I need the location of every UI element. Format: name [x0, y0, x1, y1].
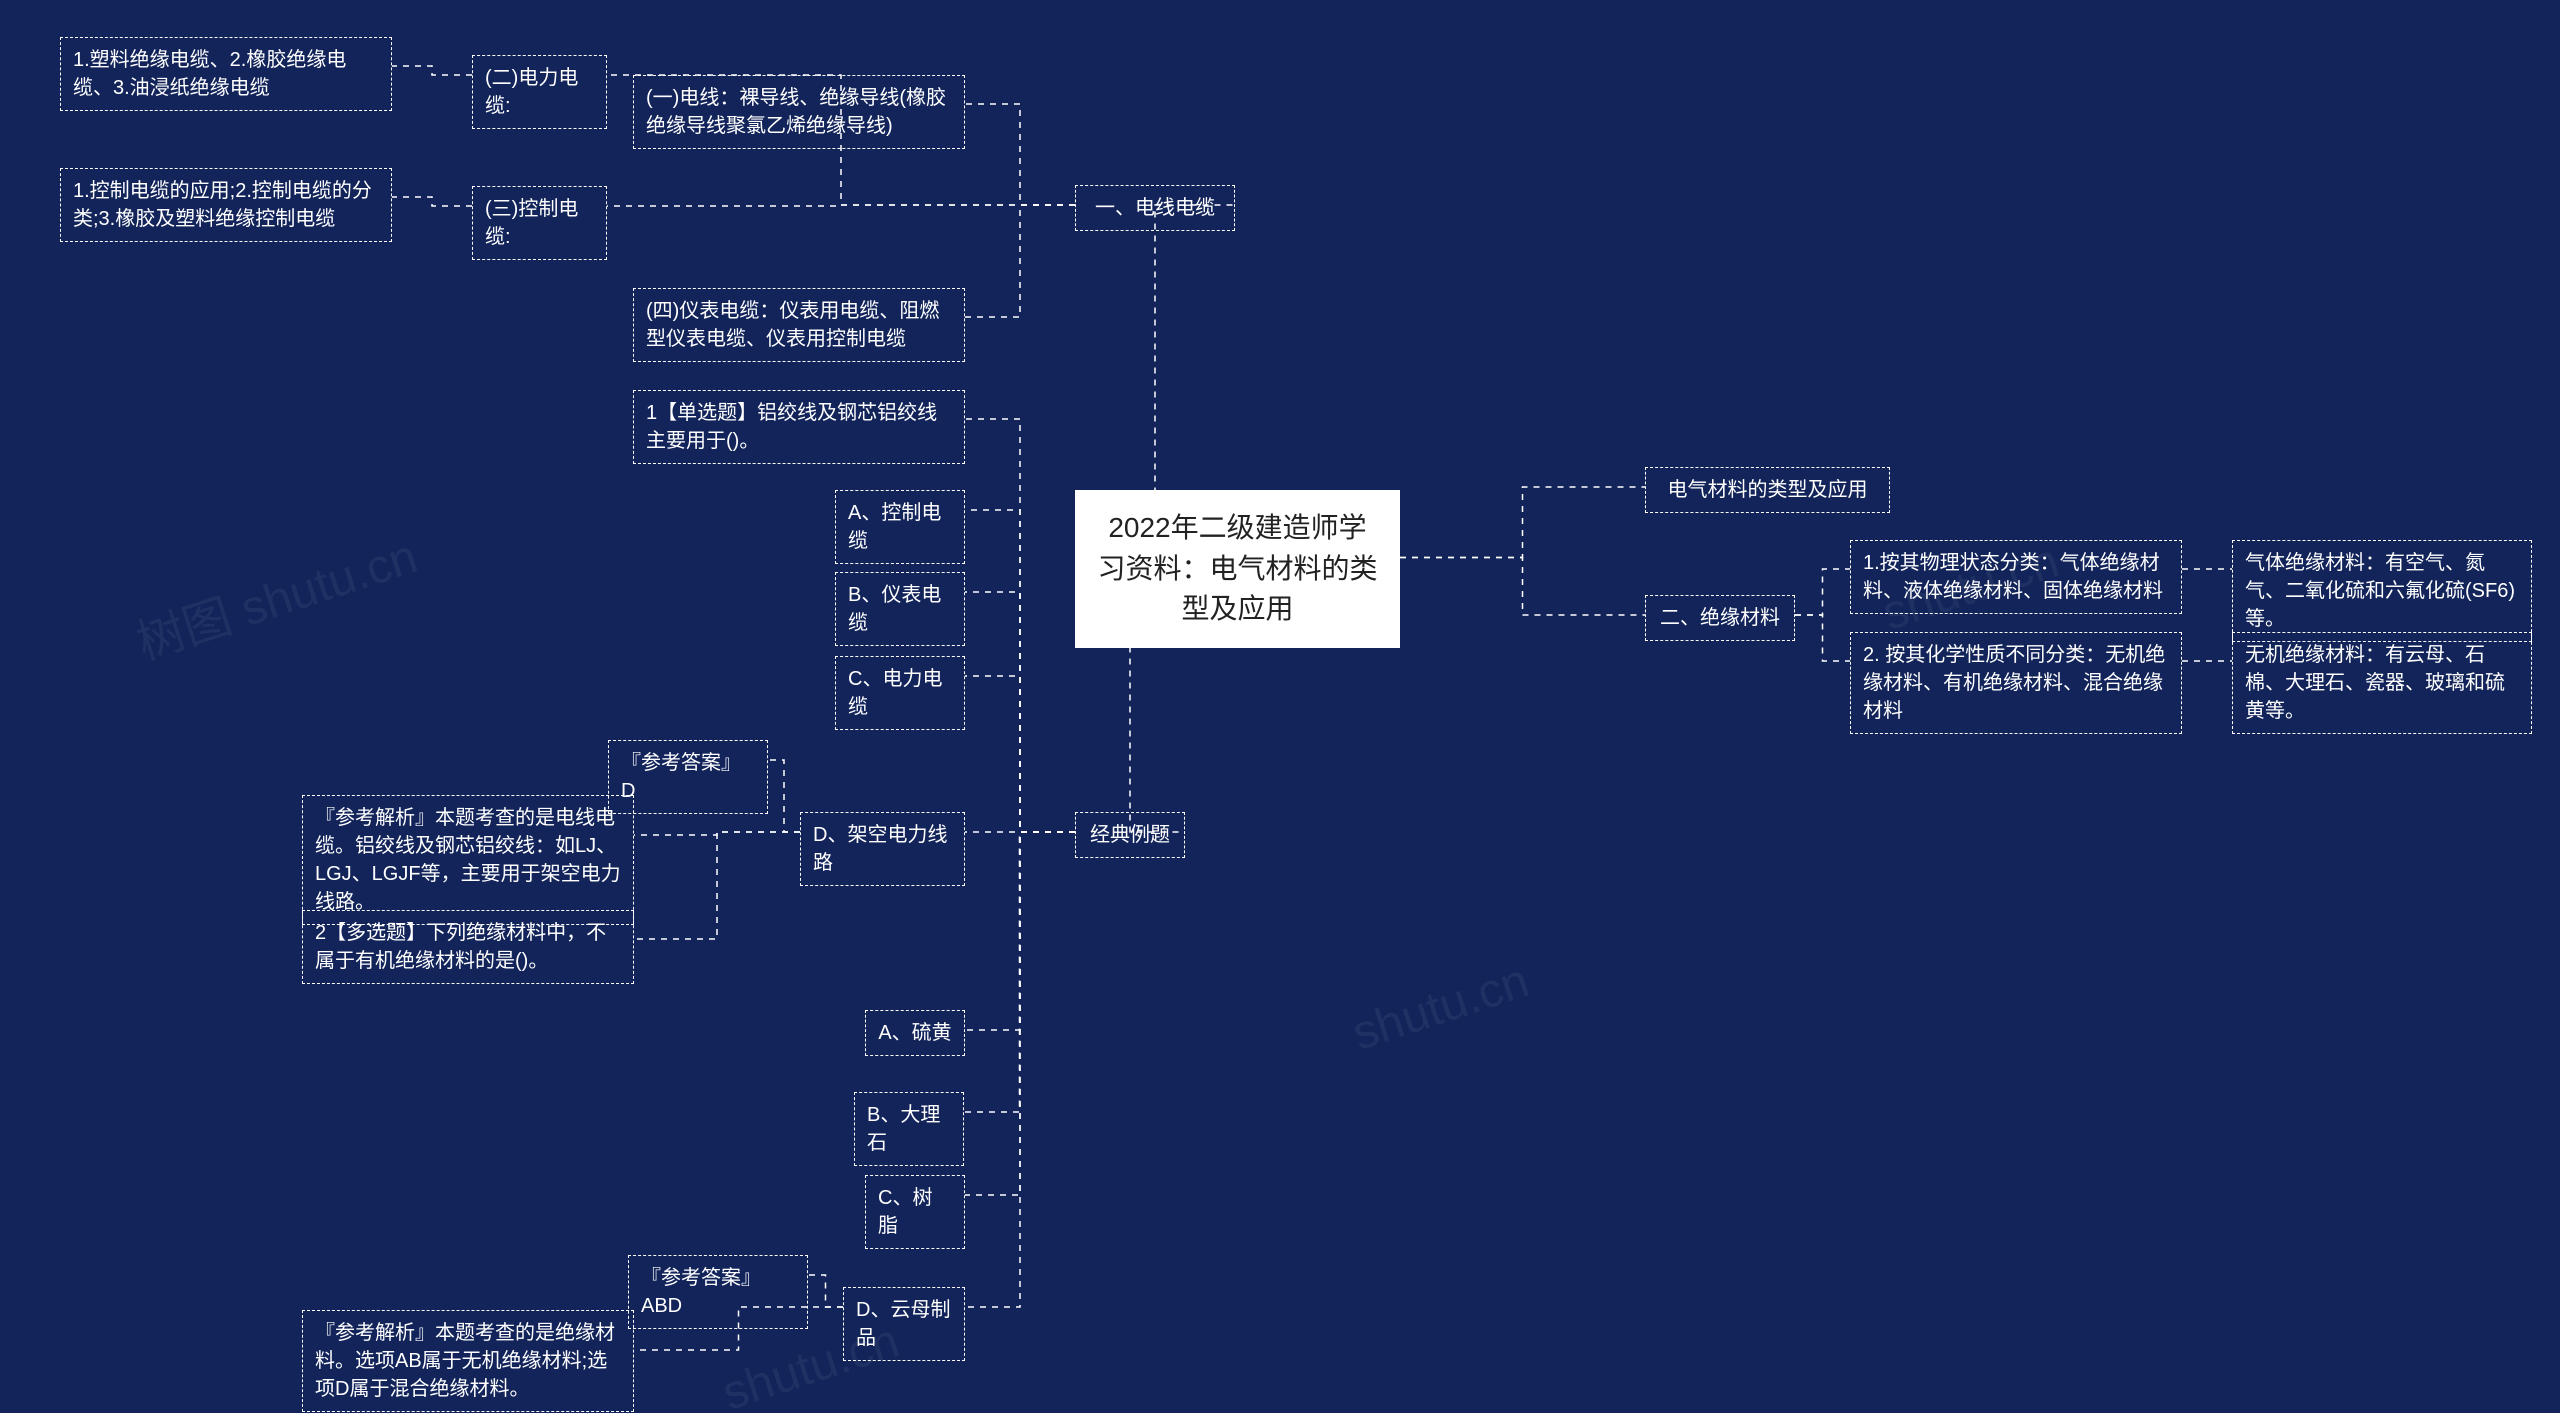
node-label: 1.控制电缆的应用;2.控制电缆的分类;3.橡胶及塑料绝缘控制电缆: [73, 177, 379, 233]
node-label: 电气材料的类型及应用: [1668, 476, 1868, 504]
edge: [1795, 615, 1850, 661]
node-a2a[interactable]: A、硫黄: [865, 1010, 965, 1056]
node-l1b1[interactable]: 1.塑料绝缘电缆、2.橡胶绝缘电缆、3.油浸纸绝缘电缆: [60, 37, 392, 111]
node-r2b1[interactable]: 无机绝缘材料：有云母、石棉、大理石、瓷器、玻璃和硫黄等。: [2232, 632, 2532, 734]
node-label: C、电力电缆: [848, 665, 952, 721]
node-label: (三)控制电缆:: [485, 195, 594, 251]
node-q1[interactable]: 1【单选题】铝绞线及钢芯铝绞线主要用于()。: [633, 390, 965, 464]
node-label: 无机绝缘材料：有云母、石棉、大理石、瓷器、玻璃和硫黄等。: [2245, 641, 2519, 725]
node-label: 2022年二级建造师学习资料：电气材料的类型及应用: [1097, 508, 1378, 630]
edge: [1400, 558, 1645, 616]
node-a2b[interactable]: B、大理石: [854, 1092, 964, 1166]
node-a2c[interactable]: C、树脂: [865, 1175, 965, 1249]
node-label: D、架空电力线路: [813, 821, 952, 877]
node-label: 1.塑料绝缘电缆、2.橡胶绝缘电缆、3.油浸纸绝缘电缆: [73, 46, 379, 102]
edge: [965, 832, 1075, 1030]
edge: [607, 205, 1075, 206]
node-label: 气体绝缘材料：有空气、氮气、二氧化硫和六氟化硫(SF6)等。: [2245, 549, 2519, 633]
node-label: A、硫黄: [878, 1019, 951, 1047]
node-r2a1[interactable]: 气体绝缘材料：有空气、氮气、二氧化硫和六氟化硫(SF6)等。: [2232, 540, 2532, 642]
node-label: B、仪表电缆: [848, 581, 952, 637]
node-label: 『参考解析』本题考查的是绝缘材料。选项AB属于无机绝缘材料;选项D属于混合绝缘材…: [315, 1319, 621, 1403]
edge: [965, 832, 1075, 1195]
edge: [634, 832, 800, 939]
node-label: 一、电线电缆: [1095, 194, 1215, 222]
node-l1[interactable]: 一、电线电缆: [1075, 185, 1235, 231]
node-l1d[interactable]: (四)仪表电缆：仪表用电缆、阻燃型仪表电缆、仪表用控制电缆: [633, 288, 965, 362]
node-r2b[interactable]: 2. 按其化学性质不同分类：无机绝缘材料、有机绝缘材料、混合绝缘材料: [1850, 632, 2182, 734]
node-label: (二)电力电缆:: [485, 64, 594, 120]
node-root[interactable]: 2022年二级建造师学习资料：电气材料的类型及应用: [1075, 490, 1400, 648]
mindmap-canvas: 树图 shutu.cnshutu.cnshutu.cnshutu.cn2022年…: [0, 0, 2560, 1413]
node-label: 2【多选题】下列绝缘材料中，不属于有机绝缘材料的是()。: [315, 919, 621, 975]
node-a2exp[interactable]: 『参考解析』本题考查的是绝缘材料。选项AB属于无机绝缘材料;选项D属于混合绝缘材…: [302, 1310, 634, 1412]
edge: [1400, 487, 1645, 558]
node-label: 经典例题: [1090, 821, 1170, 849]
node-a2d[interactable]: D、云母制品: [843, 1287, 965, 1361]
node-a1d[interactable]: D、架空电力线路: [800, 812, 965, 886]
node-label: A、控制电缆: [848, 499, 952, 555]
node-r1[interactable]: 电气材料的类型及应用: [1645, 467, 1890, 513]
node-l1c1[interactable]: 1.控制电缆的应用;2.控制电缆的分类;3.橡胶及塑料绝缘控制电缆: [60, 168, 392, 242]
node-l1b[interactable]: (二)电力电缆:: [472, 55, 607, 129]
node-a2ans[interactable]: 『参考答案』ABD: [628, 1255, 808, 1329]
node-label: C、树脂: [878, 1184, 952, 1240]
edge: [965, 104, 1075, 205]
node-label: (四)仪表电缆：仪表用电缆、阻燃型仪表电缆、仪表用控制电缆: [646, 297, 952, 353]
node-label: 2. 按其化学性质不同分类：无机绝缘材料、有机绝缘材料、混合绝缘材料: [1863, 641, 2169, 725]
node-label: 二、绝缘材料: [1660, 604, 1780, 632]
node-label: (一)电线：裸导线、绝缘导线(橡胶绝缘导线聚氯乙烯绝缘导线): [646, 84, 952, 140]
edge: [1795, 569, 1850, 615]
node-r2a[interactable]: 1.按其物理状态分类：气体绝缘材料、液体绝缘材料、固体绝缘材料: [1850, 540, 2182, 614]
node-q2[interactable]: 2【多选题】下列绝缘材料中，不属于有机绝缘材料的是()。: [302, 910, 634, 984]
node-label: B、大理石: [867, 1101, 951, 1157]
node-r2[interactable]: 二、绝缘材料: [1645, 595, 1795, 641]
watermark: shutu.cn: [1346, 953, 1536, 1061]
node-l1a[interactable]: (一)电线：裸导线、绝缘导线(橡胶绝缘导线聚氯乙烯绝缘导线): [633, 75, 965, 149]
edge: [965, 832, 1075, 1307]
node-a1exp[interactable]: 『参考解析』本题考查的是电线电缆。铝绞线及钢芯铝绞线：如LJ、LGJ、LGJF等…: [302, 795, 634, 925]
node-label: 1.按其物理状态分类：气体绝缘材料、液体绝缘材料、固体绝缘材料: [1863, 549, 2169, 605]
node-a1b[interactable]: B、仪表电缆: [835, 572, 965, 646]
edge: [965, 419, 1075, 832]
node-a1a[interactable]: A、控制电缆: [835, 490, 965, 564]
node-a1c[interactable]: C、电力电缆: [835, 656, 965, 730]
edge: [634, 832, 800, 835]
edge: [965, 676, 1075, 832]
edge: [392, 197, 472, 206]
edge: [808, 1275, 843, 1307]
edge: [392, 66, 472, 75]
node-label: 『参考答案』ABD: [641, 1264, 795, 1320]
node-label: 『参考答案』D: [621, 749, 755, 805]
node-l1c[interactable]: (三)控制电缆:: [472, 186, 607, 260]
edge: [965, 592, 1075, 832]
watermark: 树图 shutu.cn: [126, 517, 424, 673]
node-label: 1【单选题】铝绞线及钢芯铝绞线主要用于()。: [646, 399, 952, 455]
node-ex[interactable]: 经典例题: [1075, 812, 1185, 858]
edge: [964, 832, 1075, 1112]
edge: [965, 205, 1075, 317]
node-label: D、云母制品: [856, 1296, 952, 1352]
node-label: 『参考解析』本题考查的是电线电缆。铝绞线及钢芯铝绞线：如LJ、LGJ、LGJF等…: [315, 804, 621, 916]
edge: [965, 510, 1075, 832]
edge: [768, 760, 800, 832]
